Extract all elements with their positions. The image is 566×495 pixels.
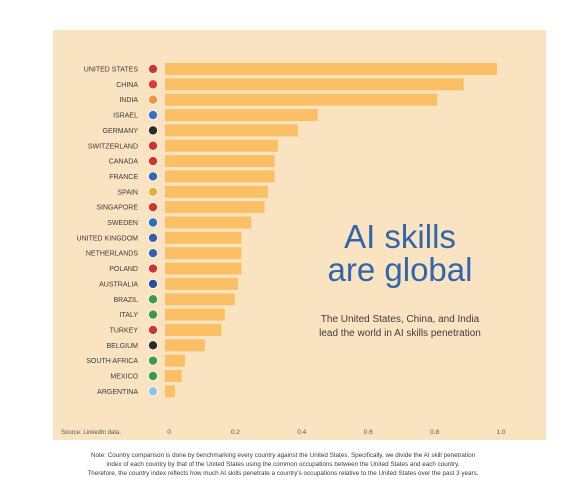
bar-poland [165, 262, 242, 275]
flag-icon-belgium [148, 340, 159, 351]
bar-south-africa [165, 354, 185, 367]
country-label-mexico: MEXICO [110, 374, 138, 381]
bar-netherlands [165, 247, 242, 260]
x-tick-label: 0.8 [430, 429, 439, 436]
bar-china [165, 78, 464, 91]
flag-icon-mexico [148, 370, 159, 381]
flag-icon-germany [148, 125, 159, 136]
bar-switzerland [165, 139, 278, 152]
country-label-spain: SPAIN [118, 189, 139, 196]
country-label-netherlands: NETHERLANDS [86, 251, 138, 258]
flag-icon-argentina [148, 386, 159, 397]
country-label-canada: CANADA [109, 159, 139, 166]
flag-icon-netherlands [148, 248, 159, 259]
flag-icon-united-kingdom [148, 232, 159, 243]
bar-turkey [165, 323, 222, 336]
bar-chart: UNITED STATES CHINA INDIA ISRAEL GERMANY SWIT… [61, 63, 506, 436]
country-label-united-kingdom: UNITED KINGDOM [77, 235, 139, 242]
country-label-sweden: SWEDEN [107, 220, 138, 227]
country-label-poland: POLAND [109, 266, 138, 273]
footnote-line-2: index of each country by that of the Uni… [106, 461, 460, 468]
country-label-switzerland: SWITZERLAND [88, 143, 138, 150]
headline-line-1: AI skills [344, 218, 456, 255]
bar-singapore [165, 201, 265, 214]
flag-icon-brazil [148, 294, 159, 305]
x-tick-label: 0.6 [364, 429, 373, 436]
flag-icon-switzerland [148, 140, 159, 151]
country-label-united-states: UNITED STATES [84, 67, 139, 74]
bar-mexico [165, 370, 182, 382]
headline: AI skills are global [300, 220, 500, 286]
source-note: Source: LinkedIn data. [61, 430, 121, 436]
country-label-italy: ITALY [120, 312, 139, 319]
country-label-south-africa: SOUTH AFRICA [86, 358, 138, 365]
flag-icon-south-africa [148, 355, 159, 366]
bar-italy [165, 308, 225, 321]
bar-belgium [165, 339, 205, 352]
x-tick-label: 1.0 [496, 429, 505, 436]
bar-israel [165, 109, 318, 122]
flag-icon-china [148, 79, 159, 90]
bar-australia [165, 277, 239, 290]
footnote: Note: Country comparison is done by benc… [20, 451, 546, 478]
flag-icon-sweden [148, 217, 159, 228]
chart-panel: UNITED STATES CHINA INDIA ISRAEL GERMANY SWIT… [53, 30, 546, 440]
headline-line-2: are global [327, 251, 473, 288]
flag-icon-israel [148, 110, 159, 121]
flag-icon-australia [148, 278, 159, 289]
country-label-brazil: BRAZIL [113, 297, 138, 304]
x-tick-label: 0.4 [297, 429, 306, 436]
subheadline-line-2: lead the world in AI skills penetration [319, 328, 481, 339]
flag-icon-poland [148, 263, 159, 274]
subheadline-line-1: The United States, China, and India [320, 314, 480, 325]
flag-icon-italy [148, 309, 159, 320]
flag-icon-singapore [148, 202, 159, 213]
country-label-france: FRANCE [109, 174, 138, 181]
bar-united-states [165, 63, 497, 75]
flag-icon-canada [148, 156, 159, 167]
bar-united-kingdom [165, 231, 242, 244]
flag-icon-spain [148, 186, 159, 197]
bar-canada [165, 155, 275, 168]
flag-icon-france [148, 171, 159, 182]
x-tick-label: 0.2 [231, 429, 240, 436]
country-label-china: CHINA [116, 82, 138, 89]
country-label-belgium: BELGIUM [106, 343, 138, 350]
footnote-line-3: Therefore, the country index reflects ho… [87, 470, 479, 477]
bar-germany [165, 124, 298, 137]
country-label-turkey: TURKEY [110, 327, 139, 334]
bar-france [165, 170, 275, 183]
country-label-argentina: ARGENTINA [97, 389, 138, 396]
flag-icon-india [148, 94, 159, 105]
flag-icon-united-states [148, 64, 159, 75]
flag-icon-turkey [148, 324, 159, 335]
bar-spain [165, 185, 268, 198]
subheadline: The United States, China, and India lead… [300, 313, 500, 341]
bar-argentina [165, 385, 175, 398]
bar-india [165, 93, 438, 106]
x-tick-label: 0 [167, 429, 171, 436]
footnote-line-1: Note: Country comparison is done by benc… [90, 452, 476, 459]
country-label-australia: AUSTRALIA [99, 281, 138, 288]
country-label-singapore: SINGAPORE [96, 205, 138, 212]
country-label-germany: GERMANY [103, 128, 139, 135]
bar-brazil [165, 293, 235, 306]
country-label-israel: ISRAEL [113, 113, 138, 120]
country-label-india: INDIA [119, 97, 138, 104]
bar-sweden [165, 216, 252, 229]
